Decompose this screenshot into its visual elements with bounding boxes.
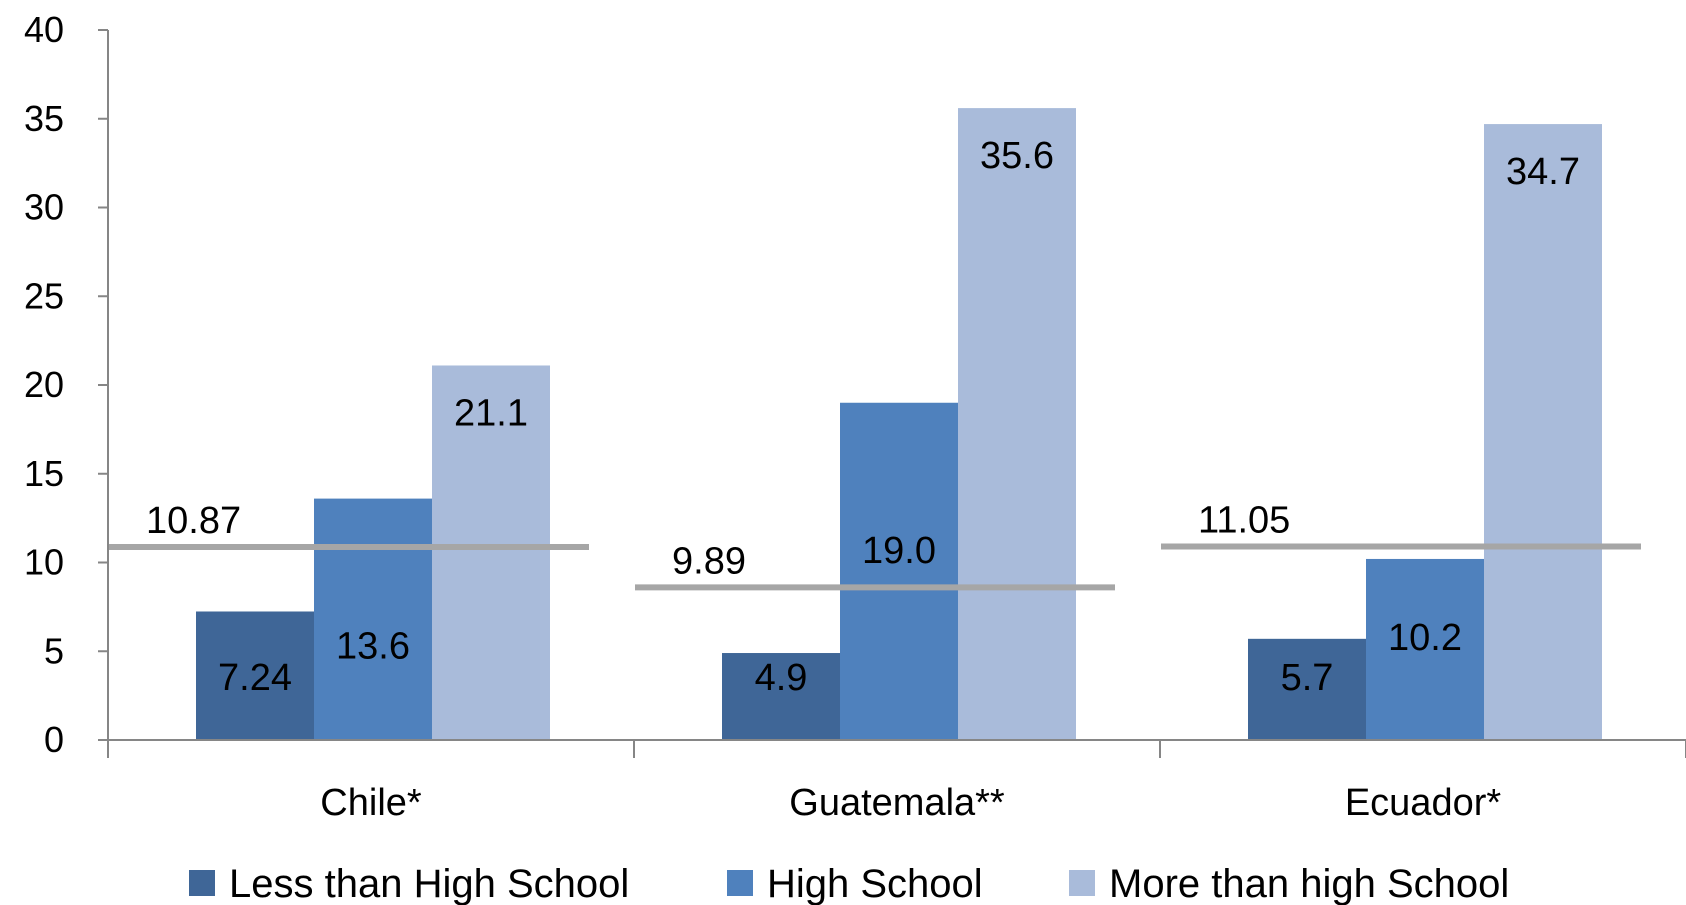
legend-swatch bbox=[1069, 870, 1095, 896]
reference-line-label: 11.05 bbox=[1198, 500, 1290, 542]
data-label: 5.7 bbox=[1281, 657, 1334, 699]
data-label: 13.6 bbox=[336, 626, 410, 668]
bar bbox=[432, 365, 550, 740]
bar bbox=[1366, 558, 1484, 740]
x-category-label: Ecuador* bbox=[1345, 782, 1502, 824]
legend: Less than High School High School More tha… bbox=[189, 862, 1509, 905]
bar bbox=[958, 108, 1076, 741]
x-category-label: Chile* bbox=[320, 782, 422, 824]
x-category-label: Guatemala** bbox=[789, 782, 1005, 824]
legend-label: High School bbox=[767, 862, 983, 905]
reference-line-label: 10.87 bbox=[146, 500, 241, 542]
y-tick-label: 35 bbox=[24, 98, 64, 139]
y-tick-label: 0 bbox=[44, 719, 64, 760]
data-labels: 7.24 13.6 21.1 4.9 19.0 35.6 5.7 10.2 34.7 bbox=[218, 135, 1580, 699]
bars bbox=[196, 108, 1602, 741]
bar bbox=[314, 498, 432, 740]
legend-label: More than high School bbox=[1109, 862, 1509, 905]
y-tick-label: 15 bbox=[24, 453, 64, 494]
y-tick-label: 25 bbox=[24, 275, 64, 316]
y-tick-label: 5 bbox=[44, 630, 64, 671]
y-tick-label: 10 bbox=[24, 542, 64, 583]
data-label: 34.7 bbox=[1506, 151, 1580, 193]
data-label: 21.1 bbox=[454, 392, 528, 434]
bar bbox=[840, 402, 958, 740]
bar bbox=[196, 611, 314, 740]
data-label: 4.9 bbox=[755, 657, 808, 699]
y-tick-label: 40 bbox=[24, 9, 64, 50]
bar bbox=[1484, 124, 1602, 740]
reference-lines: 10.87 9.89 11.05 bbox=[109, 500, 1641, 591]
y-axis: 0 5 10 15 20 25 30 35 40 bbox=[24, 9, 109, 760]
x-axis: Chile* Guatemala** Ecuador* bbox=[107, 739, 1686, 824]
data-label: 7.24 bbox=[218, 657, 292, 699]
reference-line-label: 9.89 bbox=[672, 540, 746, 582]
legend-swatch bbox=[189, 870, 215, 896]
data-label: 19.0 bbox=[862, 530, 936, 572]
legend-label: Less than High School bbox=[229, 862, 629, 905]
legend-swatch bbox=[727, 870, 753, 896]
y-tick-label: 20 bbox=[24, 364, 64, 405]
data-label: 10.2 bbox=[1388, 617, 1462, 659]
data-label: 35.6 bbox=[980, 135, 1054, 177]
bar bbox=[1248, 638, 1366, 740]
bar bbox=[722, 653, 840, 740]
y-tick-label: 30 bbox=[24, 187, 64, 228]
